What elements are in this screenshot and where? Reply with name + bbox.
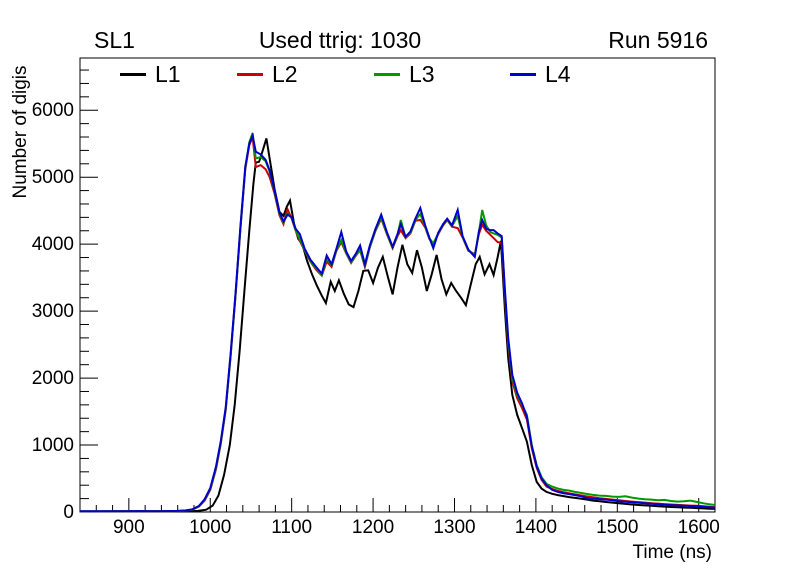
x-tick-label: 1400 — [515, 517, 557, 538]
y-tick-label: 2000 — [32, 368, 74, 389]
legend-line-l1 — [120, 72, 146, 76]
x-axis-title: Time (ns) — [632, 542, 712, 563]
legend-line-l4 — [510, 72, 536, 76]
y-tick-label: 1000 — [32, 435, 74, 456]
legend-entry-l4: L4 — [510, 61, 571, 87]
legend-entry-l2: L2 — [237, 61, 298, 87]
series-line-l1 — [79, 138, 716, 513]
legend-label-l1: L1 — [155, 61, 181, 87]
pad-label-left: SL1 — [94, 27, 135, 53]
legend-label-l3: L3 — [409, 61, 435, 87]
legend-line-l3 — [374, 72, 400, 76]
legend-entry-l3: L3 — [374, 61, 435, 87]
legend-line-l2 — [237, 72, 263, 76]
chart-title: Used ttrig: 1030 — [258, 27, 422, 53]
legend-label-l2: L2 — [272, 61, 298, 87]
x-tick-label: 1200 — [352, 517, 394, 538]
legend-label-l4: L4 — [545, 61, 571, 87]
series-line-l3 — [79, 132, 716, 513]
y-tick-label: 3000 — [32, 301, 74, 322]
pad-label-right: Run 5916 — [608, 27, 708, 53]
plot-frame — [79, 57, 716, 513]
series-line-l4 — [79, 132, 716, 513]
x-tick-label: 1600 — [678, 517, 720, 538]
x-tick-label: 1500 — [596, 517, 638, 538]
x-tick-label: 1100 — [271, 517, 312, 538]
x-tick-label: 1000 — [189, 517, 231, 538]
legend-entry-l1: L1 — [120, 61, 181, 87]
y-tick-label: 0 — [63, 502, 74, 523]
legend: L1 L2 L3 L4 — [0, 61, 796, 87]
series-line-l2 — [79, 136, 716, 513]
y-tick-label: 4000 — [32, 234, 74, 255]
x-tick-label: 1300 — [433, 517, 475, 538]
x-tick-label: 900 — [113, 517, 145, 538]
y-tick-label: 6000 — [32, 100, 74, 121]
y-tick-label: 5000 — [32, 167, 74, 188]
